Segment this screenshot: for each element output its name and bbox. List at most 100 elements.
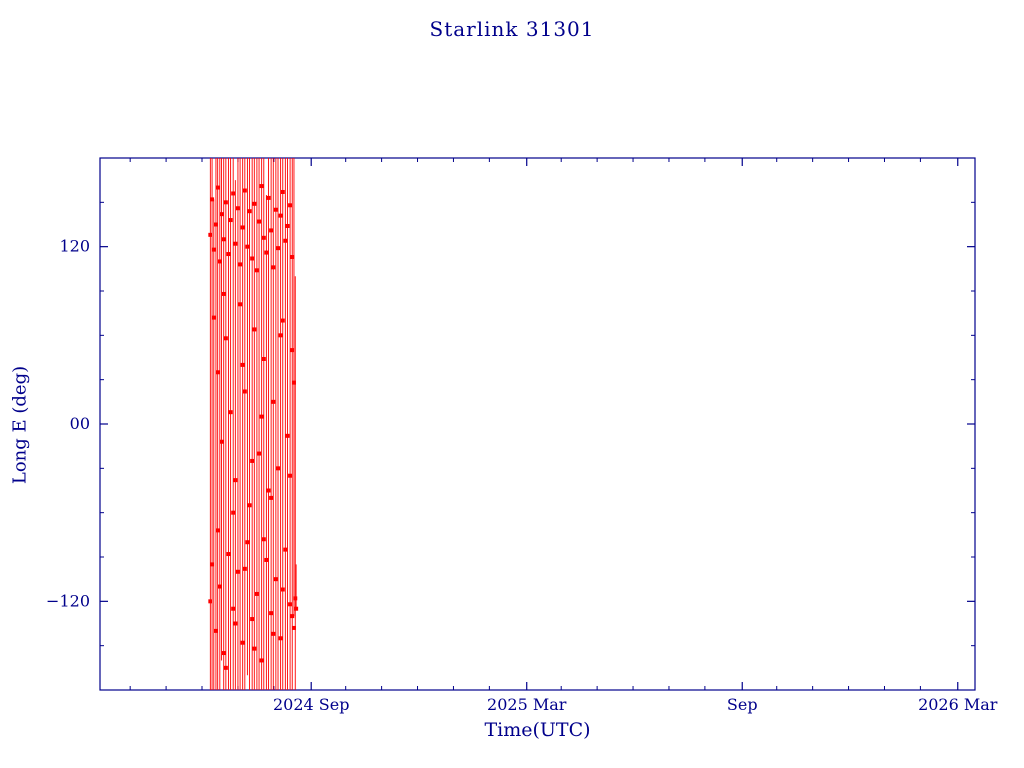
track-marker xyxy=(221,651,226,656)
track-marker xyxy=(252,201,257,206)
track-marker xyxy=(215,370,220,375)
track-marker xyxy=(254,268,259,273)
track-marker xyxy=(278,636,283,641)
track-marker xyxy=(273,207,278,212)
track-marker xyxy=(285,433,290,438)
track-marker xyxy=(240,362,245,367)
track-marker xyxy=(231,510,236,515)
track-marker xyxy=(233,621,238,626)
track-marker xyxy=(228,218,233,223)
track-marker xyxy=(242,566,247,571)
track-marker xyxy=(257,451,262,456)
track-marker xyxy=(223,200,228,205)
track-marker xyxy=(278,213,283,218)
track-marker xyxy=(235,206,240,211)
track-marker xyxy=(210,197,215,202)
track-marker xyxy=(252,646,257,651)
track-marker xyxy=(269,228,274,233)
track-marker xyxy=(271,399,276,404)
track-marker xyxy=(235,569,240,574)
track-marker xyxy=(250,256,255,261)
track-marker xyxy=(240,640,245,645)
y-tick-label: 120 xyxy=(59,237,90,256)
track-marker xyxy=(276,246,281,251)
track-marker xyxy=(233,241,238,246)
track-marker xyxy=(271,631,276,636)
track-marker xyxy=(233,478,238,483)
track-marker xyxy=(213,628,218,633)
track-marker xyxy=(245,540,250,545)
track-marker xyxy=(280,189,285,194)
track-marker xyxy=(238,302,243,307)
track-marker xyxy=(210,562,215,567)
track-marker xyxy=(261,356,266,361)
track-marker xyxy=(219,439,224,444)
track-marker xyxy=(217,584,222,589)
track-marker xyxy=(259,658,264,663)
track-marker xyxy=(226,552,231,557)
track-marker xyxy=(259,184,264,189)
track-marker xyxy=(223,665,228,670)
track-marker xyxy=(283,547,288,552)
track-marker xyxy=(290,255,295,260)
track-marker xyxy=(290,348,295,353)
track-marker xyxy=(238,262,243,267)
track-marker xyxy=(257,219,262,224)
track-marker xyxy=(250,458,255,463)
track-marker xyxy=(208,599,213,604)
track-marker xyxy=(247,209,252,214)
track-marker xyxy=(259,414,264,419)
track-marker xyxy=(280,587,285,592)
track-marker xyxy=(231,606,236,611)
track-marker xyxy=(290,614,295,619)
track-marker xyxy=(240,225,245,230)
track-marker xyxy=(261,235,266,240)
track-marker xyxy=(276,466,281,471)
track-marker xyxy=(291,625,296,630)
track-marker xyxy=(269,495,274,500)
track-marker xyxy=(254,591,259,596)
track-marker xyxy=(266,195,271,200)
track-marker xyxy=(285,223,290,228)
track-marker xyxy=(245,244,250,249)
x-tick-label: 2026 Mar xyxy=(918,695,998,714)
track-marker xyxy=(228,410,233,415)
track-marker xyxy=(221,291,226,296)
x-axis-label: Time(UTC) xyxy=(484,719,591,741)
track-marker xyxy=(269,611,274,616)
track-marker xyxy=(223,336,228,341)
track-marker xyxy=(242,188,247,193)
track-marker xyxy=(264,557,269,562)
track-marker xyxy=(215,185,220,190)
track-marker xyxy=(219,212,224,217)
track-marker xyxy=(221,237,226,242)
track-marker xyxy=(280,318,285,323)
track-marker xyxy=(211,315,216,320)
track-marker xyxy=(231,191,236,196)
track-marker xyxy=(226,252,231,257)
track-marker xyxy=(293,596,298,601)
track-marker xyxy=(217,259,222,264)
track-marker xyxy=(215,528,220,533)
track-marker xyxy=(242,389,247,394)
track-marker xyxy=(283,238,288,243)
track-marker xyxy=(278,333,283,338)
track-marker xyxy=(247,503,252,508)
track-marker xyxy=(261,537,266,542)
chart-title: Starlink 31301 xyxy=(429,17,595,41)
track-marker xyxy=(288,602,293,607)
track-marker xyxy=(291,380,296,385)
track-marker xyxy=(213,222,218,227)
x-tick-label: 2025 Mar xyxy=(487,695,567,714)
track-marker xyxy=(271,265,276,270)
x-tick-label: 2024 Sep xyxy=(273,695,349,714)
track-marker xyxy=(288,473,293,478)
track-marker xyxy=(288,203,293,208)
y-tick-label: −120 xyxy=(46,591,90,610)
track-marker xyxy=(266,488,271,493)
track-marker xyxy=(273,577,278,582)
track-marker xyxy=(294,606,299,611)
x-tick-label: Sep xyxy=(727,695,758,714)
